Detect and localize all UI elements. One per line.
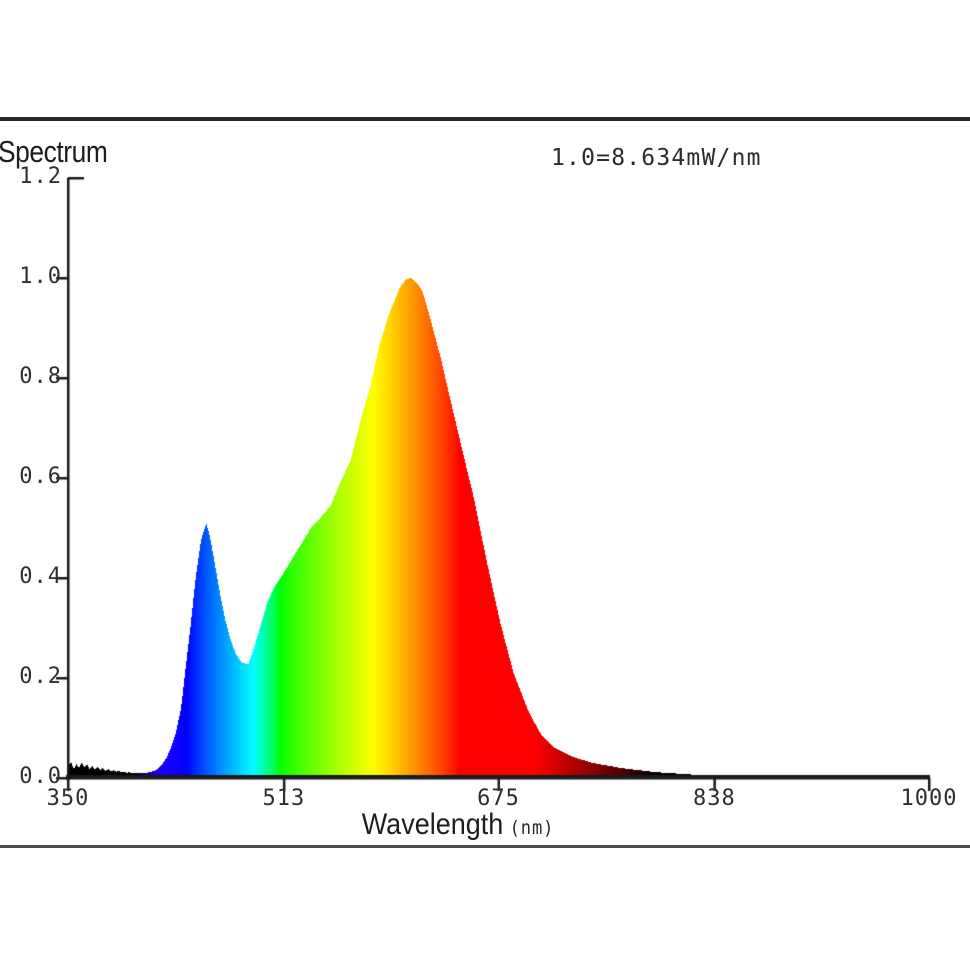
x-axis-label: Wavelength (nm) [362,808,555,842]
x-tick-label: 675 [477,786,520,811]
x-tick-label: 513 [262,786,306,811]
y-tick-label: 0.2 [19,664,62,689]
y-tick-label: 1.0 [19,264,62,289]
x-axis-label-unit: (nm) [509,817,555,839]
chart-title: Spectrum [0,134,108,169]
y-tick-label: 1.2 [19,164,62,189]
y-tick-label: 0.4 [19,564,62,589]
scale-annotation: 1.0=8.634mW/nm [551,145,762,171]
y-tick-label: 0.8 [19,364,62,389]
x-axis-label-text: Wavelength [361,808,504,841]
y-tick-label: 0.0 [19,764,62,789]
x-tick-label: 1000 [900,786,958,811]
x-tick-label: 350 [46,786,90,811]
x-tick-label: 838 [693,786,736,811]
y-tick-label: 0.6 [19,464,62,489]
